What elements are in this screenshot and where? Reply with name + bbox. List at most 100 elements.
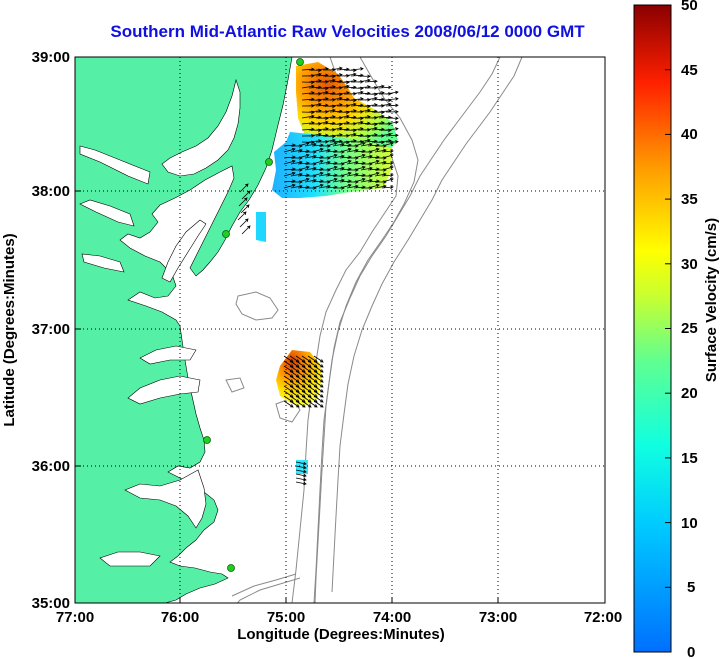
y-tick-label: 38:00 (32, 183, 70, 200)
velocity-arrow (313, 395, 324, 403)
velocity-arrow (295, 473, 307, 478)
velocity-arrow (295, 461, 307, 466)
velocity-arrow (311, 171, 324, 177)
velocity-arrow (289, 400, 300, 408)
velocity-arrow (313, 370, 324, 378)
velocity-arrow (339, 147, 352, 153)
velocity-arrow (313, 365, 324, 373)
velocity-arrow (381, 153, 394, 159)
velocity-arrow (343, 102, 357, 107)
velocity-arrow (374, 172, 387, 177)
velocity-arrow (283, 171, 296, 177)
velocity-arrow (290, 172, 303, 177)
velocity-arrow (301, 84, 315, 89)
velocity-arrow (308, 102, 322, 107)
velocity-arrow (336, 114, 350, 119)
velocity-arrow (381, 161, 394, 166)
radar-station (203, 436, 211, 444)
velocity-arrow (311, 147, 324, 153)
velocity-arrow (241, 190, 251, 200)
velocity-arrow (297, 153, 310, 159)
velocity-arrow (332, 178, 345, 183)
velocity-arrow (360, 166, 373, 171)
colorbar-tick-label: 20 (681, 385, 698, 402)
x-tick-label: 77:00 (56, 609, 94, 626)
y-tick-label: 36:00 (32, 458, 70, 475)
velocity-arrow (329, 66, 343, 71)
velocity-arrow (346, 160, 359, 165)
velocity-arrow (364, 126, 378, 131)
velocity-arrow (304, 154, 317, 159)
velocity-arrow (353, 177, 366, 183)
velocity-arrow (325, 177, 338, 183)
velocity-arrow (346, 172, 359, 177)
x-tick-label: 73:00 (479, 609, 517, 626)
velocity-arrow (346, 184, 359, 189)
velocity-arrow (315, 120, 329, 125)
velocity-arrow (297, 165, 310, 171)
radar-station (265, 158, 273, 166)
colorbar-tick-label: 5 (687, 579, 695, 596)
y-axis-label: Latitude (Degrees:Minutes) (1, 233, 18, 426)
velocity-arrow (332, 154, 345, 159)
chesapeake-bay (161, 78, 241, 177)
velocity-arrow (325, 141, 338, 147)
velocity-arrow (367, 159, 380, 165)
velocity-arrow (346, 148, 359, 153)
velocity-arrow (371, 114, 385, 119)
velocity-arrow (313, 375, 324, 383)
radar-station (227, 564, 235, 572)
map-title: Southern Mid-Atlantic Raw Velocities 200… (110, 22, 585, 41)
velocity-arrow (350, 120, 364, 125)
x-tick-label: 75:00 (267, 609, 305, 626)
velocity-arrow (304, 178, 317, 183)
velocity-arrow (239, 183, 249, 193)
velocity-arrow (237, 211, 247, 221)
velocity-arrow (357, 78, 371, 83)
colorbar-tick-label: 25 (681, 320, 698, 337)
velocity-arrow (318, 172, 331, 177)
velocity-arrow (381, 173, 394, 178)
pamlico-sound (124, 469, 207, 529)
velocity-arrow (364, 79, 378, 84)
colorbar-tick-label: 45 (681, 62, 698, 79)
velocity-arrow (364, 96, 378, 101)
velocity-arrow (367, 147, 380, 153)
x-tick-label: 72:00 (584, 609, 622, 626)
velocity-arrow (339, 171, 352, 177)
velocity-arrow (360, 142, 373, 147)
velocity-arrow (313, 385, 324, 393)
velocity-arrow (290, 148, 303, 153)
velocity-arrow (311, 159, 324, 165)
radar-stations (203, 58, 304, 572)
velocity-arrow (313, 390, 324, 398)
velocity-arrow (357, 74, 371, 79)
velocity-arrow (357, 138, 371, 143)
velocity-arrow (318, 160, 331, 165)
velocity-arrow (318, 148, 331, 153)
velocity-arrow (313, 400, 324, 408)
y-tick-label: 35:00 (32, 595, 70, 612)
velocity-arrow (381, 185, 394, 190)
velocity-arrow (290, 184, 303, 189)
velocity-arrow (374, 148, 387, 153)
velocity-vectors (237, 66, 399, 486)
velocity-arrow (350, 67, 364, 71)
velocity-arrow (297, 177, 310, 183)
velocity-arrow (360, 178, 373, 183)
y-tick-label: 37:00 (32, 321, 70, 338)
velocity-arrow (367, 183, 380, 189)
velocity-arrow (385, 110, 399, 114)
velocity-arrow (353, 165, 366, 171)
velocity-arrow (332, 142, 345, 147)
colorbar-tick-label: 30 (681, 256, 698, 273)
velocity-arrow (381, 165, 394, 171)
velocity-arrow (385, 116, 399, 121)
velocity-arrow (240, 204, 250, 214)
velocity-arrow (336, 84, 350, 89)
velocity-arrow (385, 133, 399, 138)
radar-station (296, 58, 304, 66)
velocity-arrow (322, 78, 336, 83)
velocity-arrow (301, 400, 312, 408)
velocity-arrow (313, 360, 324, 368)
